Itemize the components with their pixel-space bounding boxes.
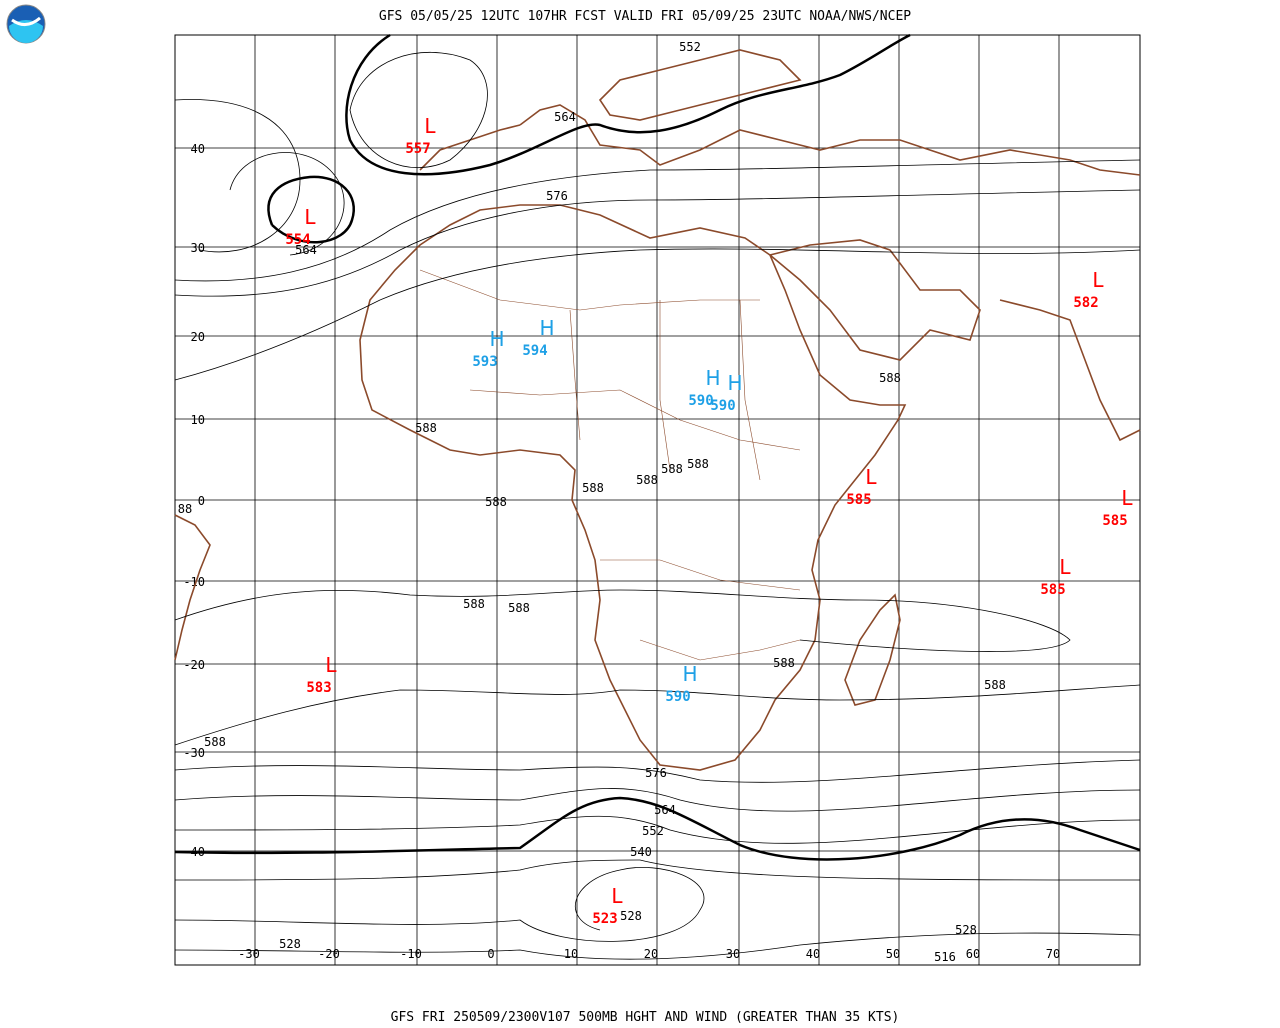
- center-symbol: L: [424, 114, 436, 138]
- latitude-label: 0: [198, 494, 205, 508]
- center-symbol: L: [1121, 486, 1133, 510]
- latitude-label: 20: [191, 330, 205, 344]
- latitude-label: 40: [191, 142, 205, 156]
- contour-label: 564: [654, 803, 676, 817]
- longitude-label: 70: [1046, 947, 1060, 961]
- center-symbol: L: [865, 465, 877, 489]
- center-symbol: H: [727, 371, 742, 395]
- center-symbol: H: [539, 316, 554, 340]
- center-symbol: H: [682, 662, 697, 686]
- center-symbol: H: [705, 366, 720, 390]
- center-value: 593: [472, 354, 497, 370]
- center-symbol: L: [325, 653, 337, 677]
- longitude-label: 60: [966, 947, 980, 961]
- contour-label: 588: [508, 601, 530, 615]
- heavy-contours: [174, 33, 1141, 861]
- contour-label: 564: [295, 243, 317, 257]
- longitude-label: 10: [564, 947, 578, 961]
- center-value: 590: [665, 689, 690, 705]
- latitude-label: -30: [183, 746, 205, 760]
- longitude-label: 50: [886, 947, 900, 961]
- contour-label: 588: [636, 473, 658, 487]
- pressure-centers: L 554 L 557 H 593 H 594 H 590 H 590 L 582 L 585 L 585 L 585…: [285, 114, 1133, 927]
- center-value: 590: [710, 398, 735, 414]
- contour-label: 588: [773, 656, 795, 670]
- contour-label: 588: [879, 371, 901, 385]
- center-value: 523: [592, 911, 617, 927]
- contour-label: 588: [463, 597, 485, 611]
- center-value: 554: [285, 232, 310, 248]
- center-symbol: H: [489, 327, 504, 351]
- contour-label: 588: [485, 495, 507, 509]
- map-caption: GFS FRI 250509/2300V107 500MB HGHT AND W…: [391, 1010, 900, 1024]
- longitude-label: 40: [806, 947, 820, 961]
- contour-label: 588: [204, 735, 226, 749]
- center-value: 585: [1040, 582, 1065, 598]
- contour-label: 588: [582, 481, 604, 495]
- longitude-label: 0: [487, 947, 494, 961]
- center-value: 582: [1073, 295, 1098, 311]
- center-value: 590: [688, 393, 713, 409]
- contour-label: 576: [645, 766, 667, 780]
- contour-label: 552: [642, 824, 664, 838]
- latitude-label: 30: [191, 241, 205, 255]
- latitude-label: -20: [183, 658, 205, 672]
- longitude-label: 20: [644, 947, 658, 961]
- contour-label: 564: [554, 110, 576, 124]
- contour-label: 528: [279, 937, 301, 951]
- center-value: 594: [522, 343, 547, 359]
- noaa-logo: [6, 4, 46, 44]
- coastlines: [174, 49, 1141, 771]
- contour-label: 88: [178, 502, 192, 516]
- center-symbol: L: [304, 205, 316, 229]
- contour-label: 588: [687, 457, 709, 471]
- longitude-label: -20: [318, 947, 340, 961]
- contour-label: 528: [620, 909, 642, 923]
- latitude-label: 10: [191, 413, 205, 427]
- longitude-label: -30: [238, 947, 260, 961]
- longitude-label: 30: [726, 947, 740, 961]
- contour-label: 552: [679, 40, 701, 54]
- center-symbol: L: [1059, 555, 1071, 579]
- center-value: 583: [306, 680, 331, 696]
- map-title: GFS 05/05/25 12UTC 107HR FCST VALID FRI …: [379, 9, 911, 24]
- center-value: 585: [846, 492, 871, 508]
- contour-label: 576: [546, 189, 568, 203]
- latitude-label: -10: [183, 575, 205, 589]
- contour-label: 528: [955, 923, 977, 937]
- center-value: 585: [1102, 513, 1127, 529]
- contour-label: 540: [630, 845, 652, 859]
- longitude-label: -10: [400, 947, 422, 961]
- contour-label: 588: [661, 462, 683, 476]
- borders: [419, 269, 801, 661]
- contour-label: 588: [984, 678, 1006, 692]
- center-symbol: L: [611, 884, 623, 908]
- center-value: 557: [405, 141, 430, 157]
- contour-label: 588: [415, 421, 437, 435]
- contour-label: 516: [934, 950, 956, 964]
- height-contours: [174, 52, 1141, 960]
- center-symbol: L: [1092, 268, 1104, 292]
